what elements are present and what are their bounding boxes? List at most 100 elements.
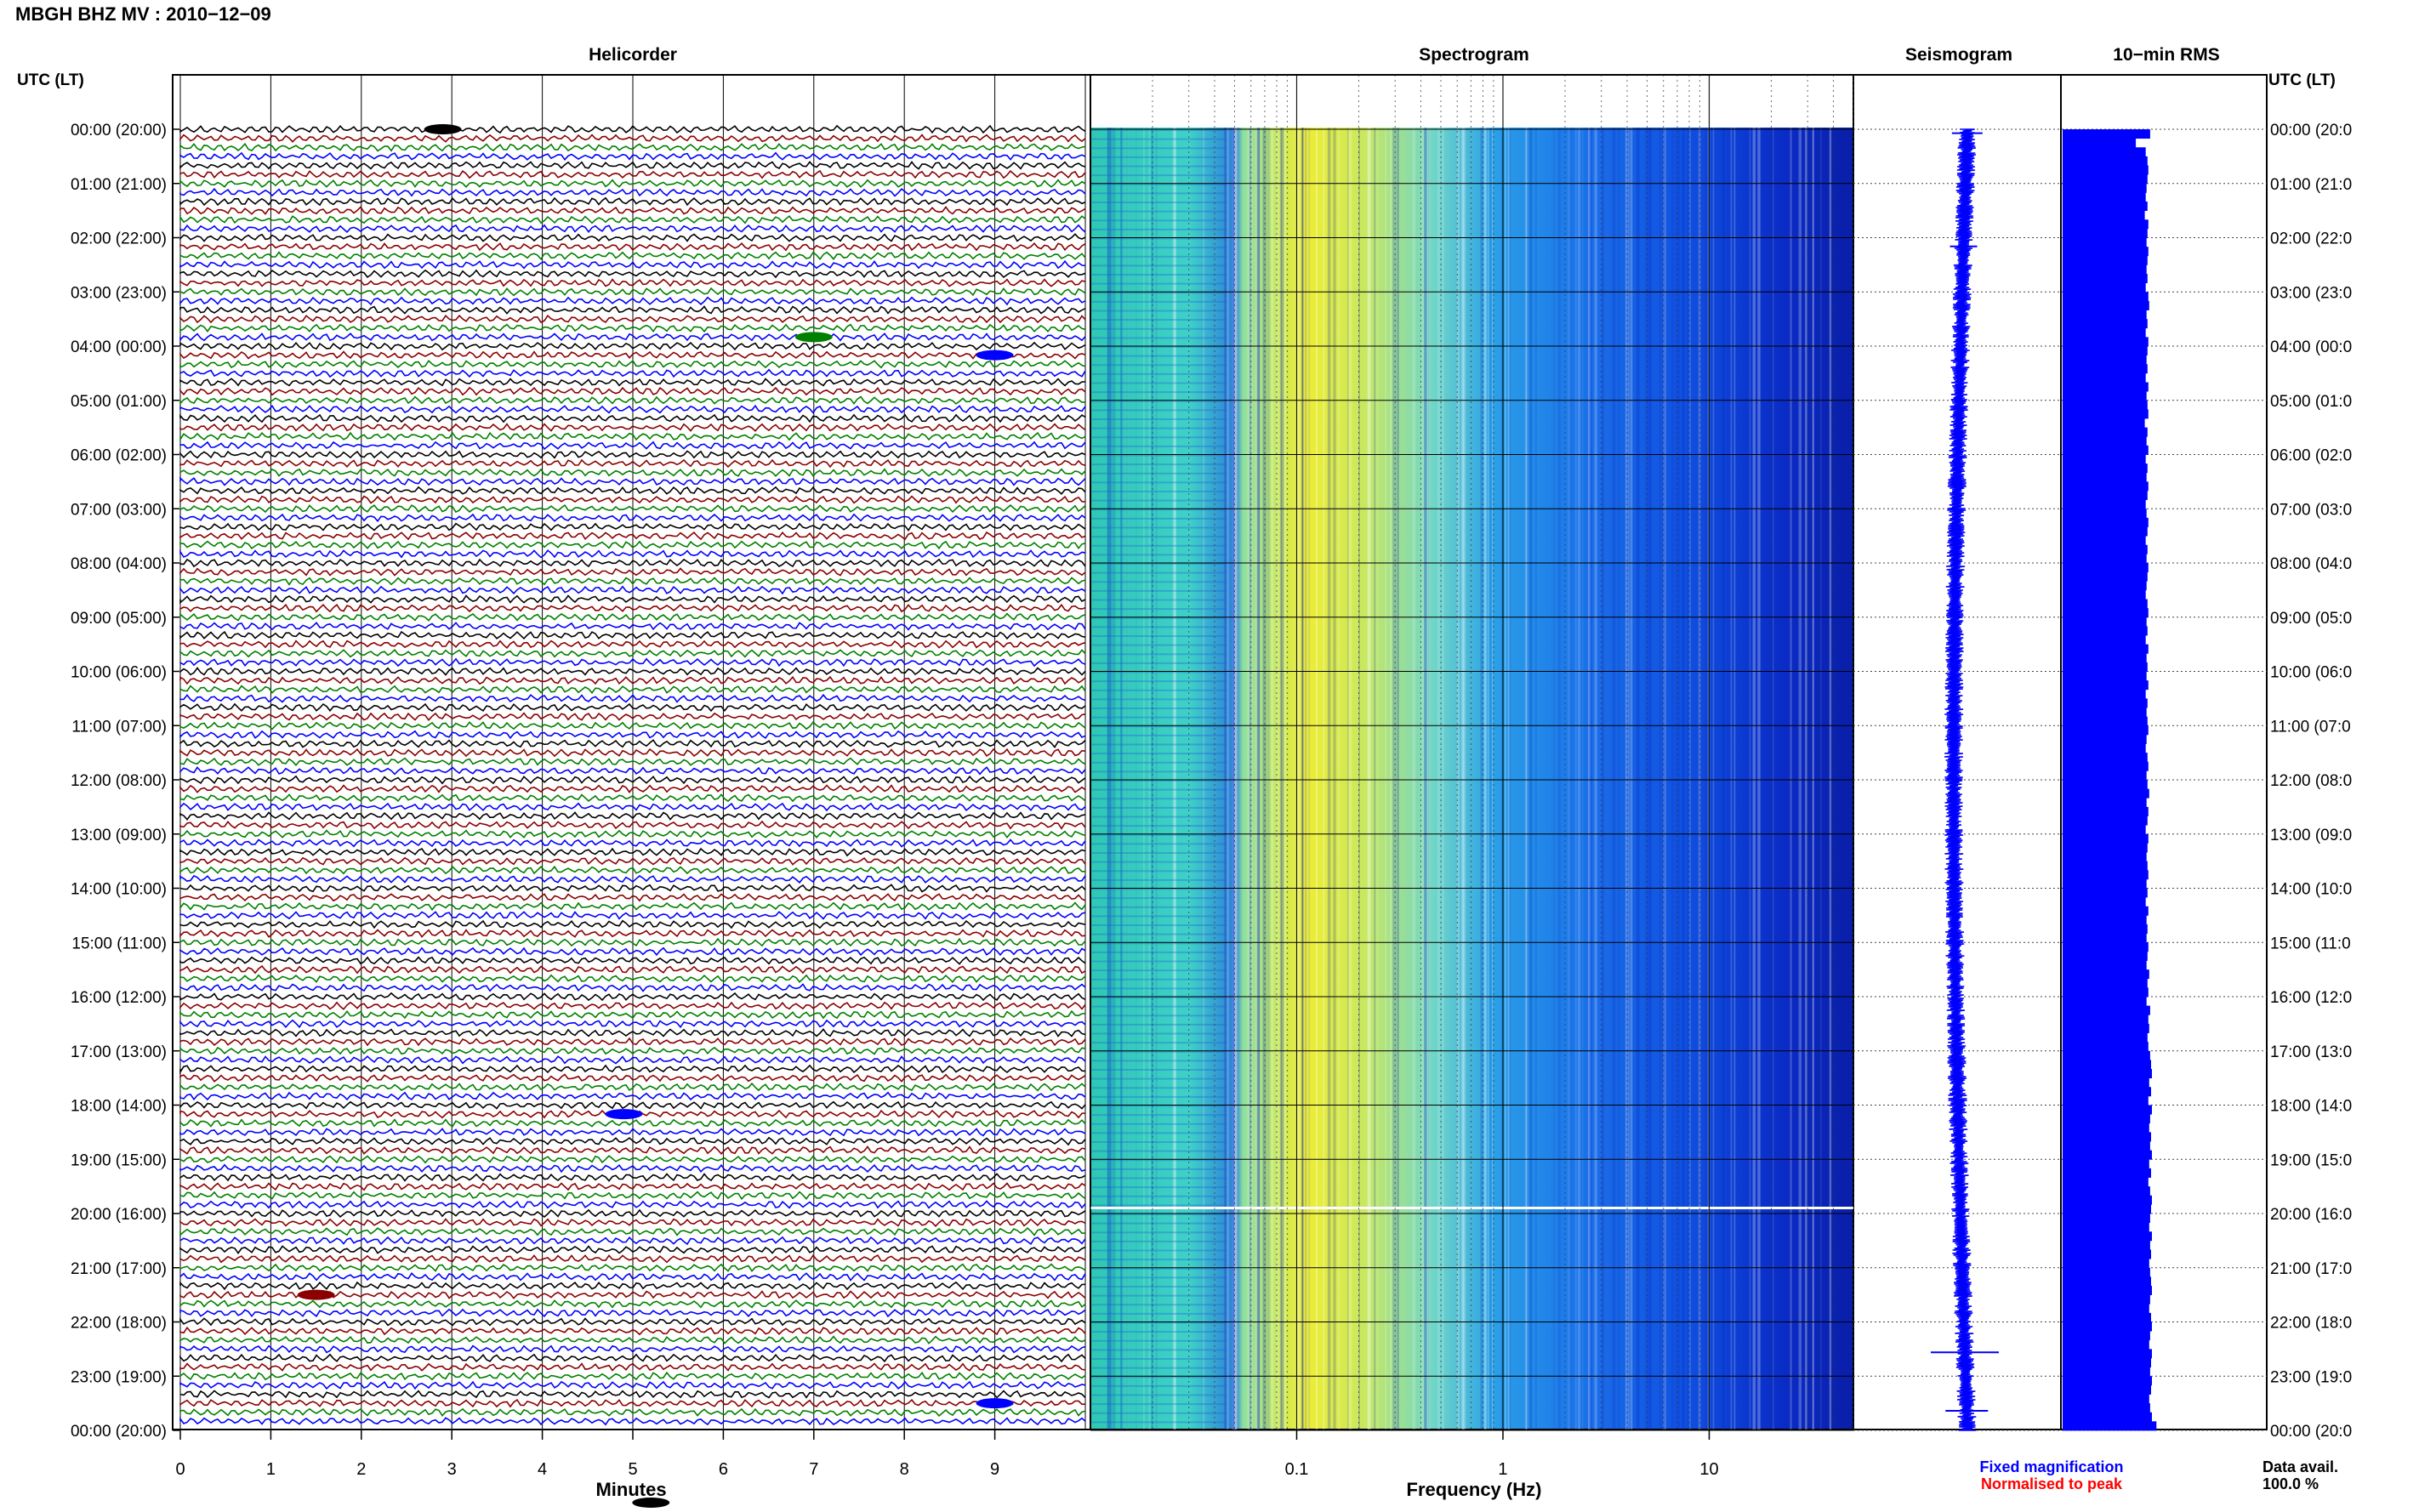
spectrogram-band <box>1090 698 1227 701</box>
spectrogram-streak <box>1671 128 1673 1430</box>
rms-bar <box>2063 608 2149 618</box>
helicorder-trace <box>179 829 1086 839</box>
rms-bar <box>2063 770 2147 781</box>
spectrogram-streak <box>1225 128 1227 1430</box>
helicorder-trace <box>179 1407 1086 1418</box>
spectrogram-streak <box>1376 128 1379 1430</box>
spectrogram-band <box>1090 1132 1227 1134</box>
helicorder-trace <box>179 1082 1086 1092</box>
helicorder-trace <box>179 161 1086 170</box>
time-label-right: 01:00 (21:0 <box>2270 176 2352 194</box>
time-label-left: 08:00 (04:00) <box>71 555 167 573</box>
spectrogram-band <box>1090 1267 1227 1270</box>
rms-bar <box>2063 202 2148 212</box>
time-label-left: 20:00 (16:00) <box>71 1206 167 1224</box>
spectrogram-streak <box>1534 128 1537 1430</box>
helicorder-trace <box>179 1173 1086 1182</box>
spectrogram-band <box>1090 391 1227 394</box>
helicorder-trace <box>179 1182 1086 1191</box>
rms-bar <box>2063 915 2147 925</box>
spectrogram-band <box>1090 761 1227 764</box>
helicorder-trace <box>179 1245 1086 1254</box>
minute-tick-label: 0 <box>175 1460 185 1479</box>
spectrogram-band <box>1090 1259 1227 1261</box>
spectrogram-band <box>1090 563 1227 565</box>
rms-bar <box>2063 337 2149 347</box>
spectrogram-band <box>1090 1087 1227 1089</box>
time-label-left: 22:00 (18:00) <box>71 1315 167 1333</box>
helicorder-trace <box>179 259 1086 270</box>
helicorder-trace <box>179 1163 1086 1174</box>
spectrogram-band <box>1090 1168 1227 1170</box>
spectrogram-streak <box>1594 128 1597 1430</box>
helicorder-trace <box>179 649 1086 658</box>
spectrogram-streak <box>1617 128 1620 1430</box>
spectrogram-band <box>1090 1249 1227 1252</box>
time-label-right: 03:00 (23:0 <box>2270 284 2352 302</box>
spectrogram-streak <box>1489 128 1493 1430</box>
rms-bar <box>2063 327 2146 338</box>
spectrogram-streak <box>1788 128 1790 1430</box>
time-label-left: 18:00 (14:00) <box>71 1098 167 1116</box>
spectrogram-streak <box>1636 128 1640 1430</box>
helicorder-trace <box>179 937 1086 947</box>
helicorder-trace <box>179 612 1086 622</box>
frequency-tick-label: 10 <box>1699 1460 1718 1479</box>
rms-bar <box>2063 1177 2149 1187</box>
spectrogram-band <box>1090 1276 1227 1279</box>
spectrogram-band <box>1090 825 1227 827</box>
rms-bar <box>2063 1259 2149 1269</box>
time-label-right: 17:00 (13:0 <box>2270 1043 2352 1061</box>
spectrogram-band <box>1090 1123 1227 1125</box>
rms-bar <box>2063 1403 2150 1413</box>
spectrogram-band <box>1090 337 1227 339</box>
helicorder-trace <box>179 893 1086 902</box>
spectrogram-band <box>1090 1376 1227 1378</box>
spectrogram-band <box>1090 1177 1227 1179</box>
rms-bar <box>2063 346 2148 356</box>
helicorder-trace <box>179 378 1086 387</box>
spectrogram-streak <box>1203 128 1204 1430</box>
spectrogram-streak <box>1174 128 1176 1430</box>
rms-bar <box>2063 1384 2151 1395</box>
helicorder-trace <box>179 1208 1086 1219</box>
time-label-left: 00:00 (20:00) <box>71 122 167 139</box>
rms-bar <box>2063 1050 2150 1060</box>
rms-bar <box>2063 1095 2149 1106</box>
rms-bar <box>2063 1023 2149 1033</box>
spectrogram-band <box>1090 526 1227 529</box>
spectrogram-band <box>1090 798 1227 800</box>
spectrogram-streak <box>1508 128 1511 1430</box>
helicorder-trace <box>179 1046 1086 1055</box>
helicorder-trace <box>179 450 1086 459</box>
spectrogram-streak <box>1233 128 1237 1430</box>
spectrogram-streak <box>1483 128 1486 1430</box>
spectrogram-streak <box>1749 128 1751 1430</box>
rms-bar <box>2063 806 2149 816</box>
minute-tick-label: 1 <box>266 1460 276 1479</box>
minute-tick-label: 4 <box>538 1460 547 1479</box>
spectrogram-band <box>1090 183 1227 185</box>
rms-bar <box>2063 761 2149 771</box>
helicorder-trace <box>179 1227 1086 1236</box>
spectrogram-band <box>1090 1050 1227 1053</box>
spectrogram-streak <box>1688 128 1691 1430</box>
event-marker <box>424 124 462 134</box>
spectrogram-band <box>1090 924 1227 926</box>
helicorder-trace <box>179 251 1086 261</box>
helicorder-trace <box>179 974 1086 984</box>
spectrogram-streak <box>1323 128 1325 1430</box>
rms-bar <box>2063 472 2147 482</box>
spectrogram-streak <box>1500 128 1502 1430</box>
rms-bar <box>2063 409 2149 419</box>
helicorder-trace <box>179 458 1086 469</box>
spectrogram-band <box>1090 156 1227 158</box>
spectrogram-detail <box>1090 128 1853 1430</box>
spectrogram-streak <box>1712 128 1715 1430</box>
rms-bar <box>2063 878 2147 889</box>
helicorder-trace <box>179 1281 1086 1291</box>
spectrogram-band <box>1090 1421 1227 1424</box>
rms-bar <box>2063 129 2150 139</box>
spectrogram-streak <box>1529 128 1533 1430</box>
rms-bar <box>2063 897 2146 907</box>
